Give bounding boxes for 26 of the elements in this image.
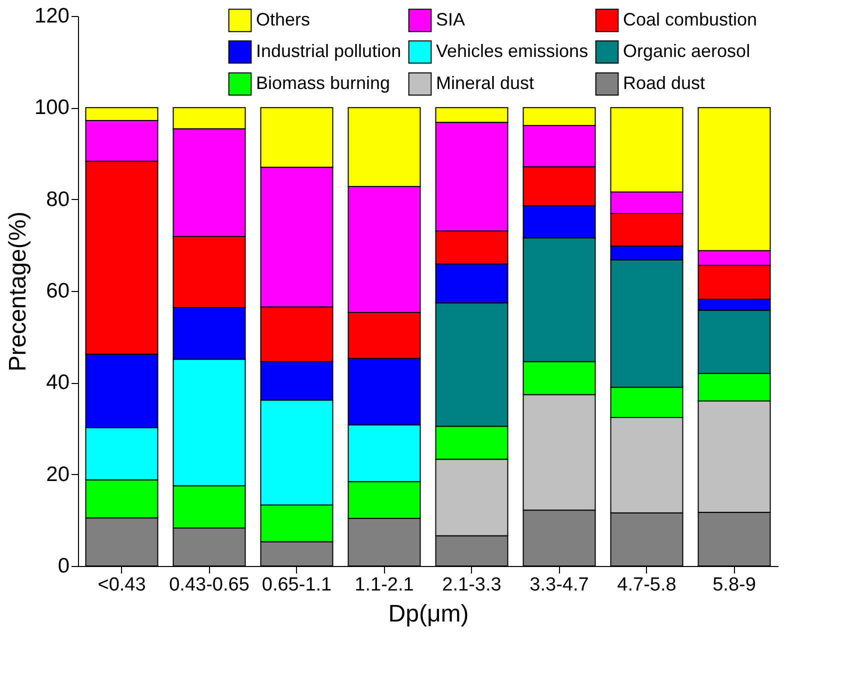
legend-label: Vehicles emissions: [436, 41, 588, 61]
y-tick-label: 20: [46, 462, 70, 486]
x-tick-label: 5.8-9: [712, 574, 756, 596]
y-tick-label: 0: [58, 554, 70, 578]
x-tick-label: 3.3-4.7: [530, 574, 589, 596]
x-tick-label: 0.65-1.1: [262, 574, 332, 596]
legend-label: Mineral dust: [436, 73, 534, 93]
x-tick-label: <0.43: [98, 574, 146, 596]
legend-label: Biomass burning: [256, 73, 390, 93]
x-tick-label: 4.7-5.8: [617, 574, 676, 596]
x-tick-label: 1.1-2.1: [354, 574, 414, 596]
y-tick-label: 40: [46, 371, 70, 394]
y-tick-label: 60: [46, 280, 70, 302]
legend-label: Coal combustion: [623, 9, 758, 30]
x-tick-label: 2.1-3.3: [442, 574, 502, 596]
y-axis-title: Precentage(%): [4, 211, 32, 372]
legend-label: SIA: [436, 9, 466, 30]
legend-label: Organic aerosol: [623, 41, 750, 61]
y-tick-label: 100: [34, 96, 70, 120]
y-tick-label: 80: [46, 188, 70, 211]
y-tick-label: 120: [34, 4, 70, 28]
legend-label: Road dust: [623, 73, 706, 93]
x-axis-title: Dp(μm): [388, 600, 469, 628]
legend-label: Industrial pollution: [256, 41, 402, 61]
x-tick-label: 0.43-0.65: [169, 574, 250, 596]
legend-label: Others: [256, 9, 310, 30]
